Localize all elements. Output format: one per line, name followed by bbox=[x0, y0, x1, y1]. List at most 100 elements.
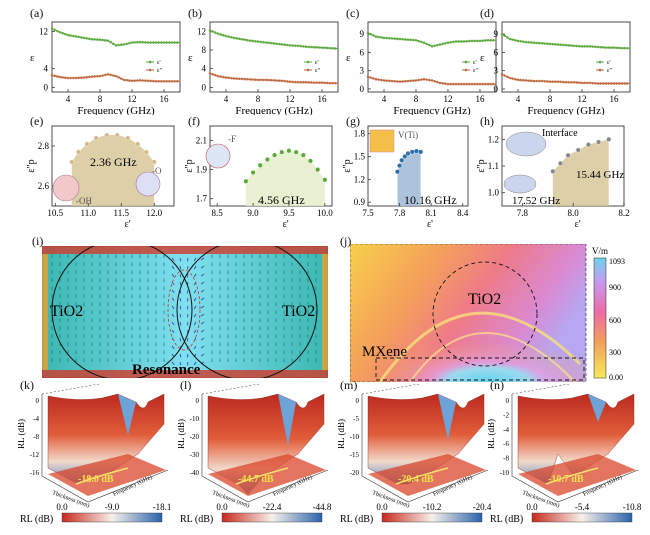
data-point bbox=[176, 79, 179, 83]
data-point bbox=[272, 152, 278, 158]
x-tick-label: 10.0 bbox=[317, 208, 333, 218]
colorbar-tick: 1093 bbox=[609, 257, 625, 266]
data-point bbox=[146, 41, 150, 44]
data-point bbox=[286, 148, 292, 154]
data-point bbox=[50, 27, 54, 30]
field-arrow bbox=[193, 345, 197, 350]
minimum-contour bbox=[235, 467, 289, 485]
data-point bbox=[310, 45, 313, 49]
data-point bbox=[64, 76, 67, 79]
tio2-label-right: TiO2 bbox=[282, 303, 315, 320]
data-point bbox=[104, 132, 110, 138]
data-point bbox=[125, 78, 128, 82]
field-arrow bbox=[200, 297, 205, 301]
legend-label: ε" bbox=[315, 68, 321, 74]
data-point bbox=[117, 76, 120, 79]
data-point bbox=[294, 44, 297, 47]
data-point bbox=[382, 36, 386, 40]
data-point bbox=[369, 32, 372, 36]
data-point bbox=[557, 160, 563, 166]
y-tick-label: 1.5 bbox=[354, 151, 366, 161]
data-point bbox=[422, 77, 426, 81]
data-point bbox=[366, 75, 370, 79]
data-point bbox=[441, 42, 444, 46]
panel-label-n: (n) bbox=[490, 378, 504, 392]
data-point bbox=[543, 79, 546, 83]
data-point bbox=[438, 81, 442, 85]
data-point bbox=[90, 75, 94, 78]
data-point bbox=[412, 79, 415, 82]
data-point bbox=[532, 41, 536, 44]
z-tick-label: -10 bbox=[500, 469, 510, 477]
y-tick-label: 0 bbox=[202, 82, 207, 92]
data-point bbox=[519, 78, 522, 82]
data-point bbox=[449, 40, 452, 44]
data-point bbox=[138, 40, 142, 44]
data-point bbox=[369, 76, 372, 79]
data-point bbox=[58, 75, 62, 79]
legend-label: ε" bbox=[607, 68, 613, 74]
data-point bbox=[69, 34, 72, 37]
data-point bbox=[112, 74, 115, 77]
data-point bbox=[409, 38, 412, 42]
data-point bbox=[235, 37, 238, 40]
x-tick-label: 7.8 bbox=[394, 208, 406, 218]
tio2-particle-left bbox=[51, 246, 193, 378]
field-arrow bbox=[179, 361, 182, 366]
data-point bbox=[388, 79, 391, 83]
data-point bbox=[570, 80, 573, 84]
data-point bbox=[224, 34, 228, 38]
data-point bbox=[396, 37, 399, 41]
data-point bbox=[401, 37, 404, 41]
data-point bbox=[457, 40, 460, 43]
data-point bbox=[562, 43, 565, 47]
data-point bbox=[279, 149, 285, 155]
data-point bbox=[88, 75, 91, 79]
legend-marker bbox=[148, 60, 152, 64]
contour-projection bbox=[208, 454, 326, 496]
panel-label-j: (j) bbox=[340, 234, 352, 248]
data-point bbox=[430, 45, 434, 48]
field-arrow bbox=[187, 273, 189, 278]
data-point bbox=[165, 79, 168, 83]
x-tick-label: 16 bbox=[476, 94, 486, 104]
y-tick-label: 2.6 bbox=[38, 181, 50, 191]
field-arrow bbox=[171, 313, 175, 318]
panel-label-k: (k) bbox=[20, 378, 34, 392]
data-point bbox=[446, 82, 450, 86]
field-arrow bbox=[193, 273, 197, 278]
data-point bbox=[564, 80, 568, 84]
data-point bbox=[143, 149, 149, 155]
data-point bbox=[296, 80, 300, 84]
data-point bbox=[227, 76, 230, 80]
y-tick-label: 9 bbox=[494, 29, 499, 39]
data-point bbox=[484, 39, 487, 42]
data-point bbox=[535, 79, 538, 83]
data-point bbox=[562, 80, 565, 84]
data-point bbox=[133, 79, 136, 82]
data-point bbox=[160, 41, 163, 44]
data-point bbox=[508, 76, 512, 80]
data-point bbox=[328, 81, 332, 85]
data-point bbox=[128, 41, 131, 45]
field-arrow bbox=[171, 297, 175, 302]
data-point bbox=[405, 150, 411, 156]
data-point bbox=[399, 157, 405, 163]
x-tick-label: 11.5 bbox=[114, 208, 130, 218]
y-axis-label: ε"p bbox=[184, 159, 195, 172]
y-tick-label: 12 bbox=[197, 26, 206, 36]
data-point bbox=[460, 40, 463, 43]
data-point bbox=[219, 33, 222, 36]
data-point bbox=[626, 46, 629, 50]
z-tick-label: -12 bbox=[30, 451, 40, 459]
z-axis-label: RL (dB) bbox=[18, 419, 26, 449]
legend-label: ε' bbox=[315, 60, 319, 66]
data-point bbox=[524, 40, 528, 44]
data-point bbox=[572, 44, 576, 48]
data-point bbox=[53, 28, 56, 32]
colorbar-tick: -22.4 bbox=[263, 502, 282, 512]
data-point bbox=[101, 74, 104, 77]
y-tick-label: 6 bbox=[494, 47, 499, 57]
colorbar-tick: 300 bbox=[609, 348, 621, 357]
